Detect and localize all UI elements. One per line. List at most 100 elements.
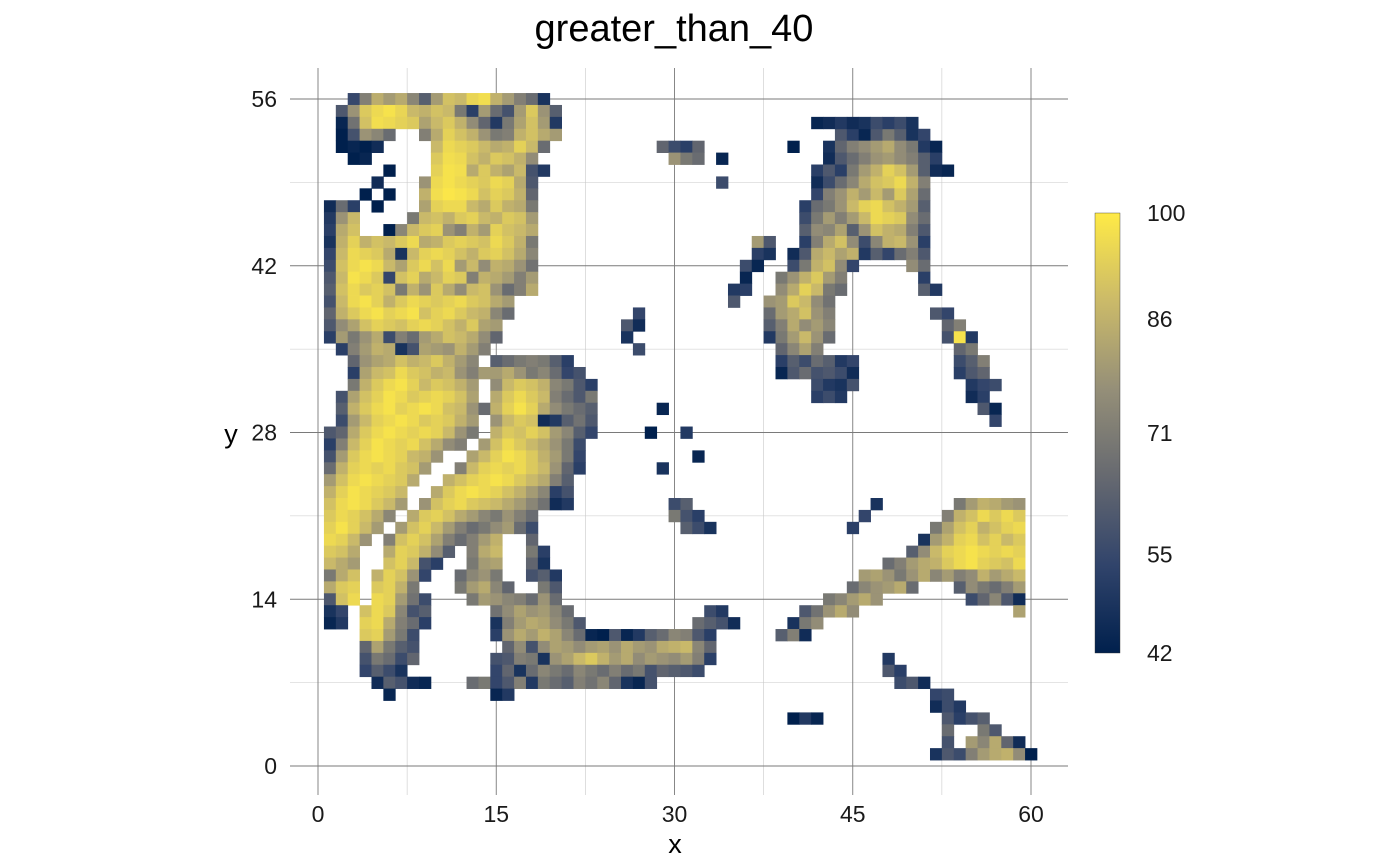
heatmap-cell	[407, 295, 420, 308]
heatmap-cell	[419, 93, 432, 106]
heatmap-cell	[525, 271, 539, 285]
heatmap-cell	[430, 164, 444, 177]
heatmap-cell	[335, 259, 349, 273]
heatmap-cell	[537, 557, 551, 570]
heatmap-cell	[502, 498, 515, 511]
heatmap-cell	[561, 355, 574, 368]
heatmap-cell	[668, 498, 681, 511]
heatmap-cell	[442, 93, 456, 106]
heatmap-cell	[490, 605, 503, 618]
heatmap-cell	[1013, 545, 1026, 558]
heatmap-cell	[478, 283, 491, 296]
heatmap-cell	[419, 378, 432, 392]
heatmap-cell	[846, 259, 860, 273]
heatmap-cell	[680, 640, 693, 654]
heatmap-cell	[561, 378, 574, 392]
heatmap-cell	[383, 557, 396, 570]
heatmap-cell	[573, 462, 586, 475]
heatmap-cell	[953, 545, 967, 558]
heatmap-cell	[763, 319, 776, 332]
heatmap-cell	[323, 474, 337, 487]
heatmap-cell	[799, 319, 812, 332]
heatmap-cell	[323, 307, 337, 320]
heatmap-cell	[823, 247, 836, 261]
heatmap-cell	[502, 652, 515, 666]
heatmap-cell	[965, 748, 978, 761]
heatmap-cell	[502, 617, 515, 630]
heatmap-cell	[419, 593, 432, 606]
heatmap-cell	[514, 414, 527, 427]
heatmap-cell	[419, 450, 432, 463]
heatmap-cell	[799, 224, 812, 237]
heatmap-cell	[490, 224, 503, 237]
heatmap-cell	[894, 224, 907, 237]
heatmap-cell	[407, 414, 420, 427]
heatmap-cell	[799, 247, 812, 261]
heatmap-cell	[407, 104, 420, 118]
colorbar-tick-label: 55	[1147, 541, 1173, 567]
heatmap-cell	[514, 128, 527, 142]
heatmap-cell	[953, 355, 967, 368]
heatmap-cell	[775, 629, 788, 642]
heatmap-cell	[442, 140, 456, 153]
heatmap-cell	[371, 295, 384, 308]
heatmap-cell	[335, 116, 349, 130]
heatmap-cell	[811, 355, 824, 368]
heatmap-cell	[858, 164, 871, 177]
heatmap-cell	[502, 509, 515, 523]
heatmap-cell	[846, 140, 860, 153]
heatmap-cell	[918, 176, 931, 189]
heatmap-cell	[514, 450, 527, 463]
heatmap-cell	[359, 498, 372, 511]
heatmap-cell	[561, 617, 574, 630]
heatmap-cell	[502, 355, 515, 368]
heatmap-cell	[347, 521, 360, 535]
heatmap-cell	[1001, 748, 1014, 761]
heatmap-cell	[502, 593, 515, 606]
heatmap-cell	[882, 188, 895, 201]
heatmap-cell	[454, 402, 467, 416]
heatmap-cell	[347, 390, 360, 404]
heatmap-cell	[585, 378, 598, 392]
heatmap-cell	[525, 652, 539, 666]
heatmap-cell	[419, 116, 432, 130]
heatmap-cell	[490, 593, 503, 606]
heatmap-cell	[549, 486, 562, 499]
heatmap-cell	[430, 509, 444, 523]
heatmap-cell	[965, 509, 978, 523]
heatmap-cell	[906, 247, 919, 261]
heatmap-cell	[383, 247, 396, 261]
heatmap-cell	[763, 247, 776, 261]
heatmap-cell	[870, 581, 883, 594]
heatmap-cell	[549, 629, 562, 642]
heatmap-cell	[834, 235, 848, 249]
heatmap-cell	[680, 152, 693, 165]
heatmap-cell	[585, 426, 598, 439]
heatmap-cell	[335, 140, 349, 153]
heatmap-cell	[335, 104, 349, 118]
heatmap-cell	[811, 164, 824, 177]
heatmap-cell	[442, 200, 456, 213]
heatmap-cell	[894, 200, 907, 213]
heatmap-cell	[466, 545, 479, 558]
heatmap-cell	[371, 438, 384, 451]
heatmap-cell	[490, 355, 503, 368]
heatmap-cell	[525, 509, 539, 523]
heatmap-cell	[549, 104, 562, 118]
heatmap-cell	[347, 343, 360, 356]
heatmap-cell	[323, 593, 337, 606]
heatmap-cell	[395, 104, 408, 118]
heatmap-cell	[371, 664, 384, 678]
heatmap-cell	[989, 521, 1002, 535]
heatmap-cell	[490, 521, 503, 535]
heatmap-cell	[347, 271, 360, 285]
heatmap-cell	[1001, 509, 1014, 523]
heatmap-cell	[395, 486, 408, 499]
heatmap-cell	[514, 652, 527, 666]
heatmap-cell	[787, 712, 800, 725]
heatmap-cell	[632, 676, 646, 689]
heatmap-cell	[799, 331, 812, 344]
heatmap-cell	[490, 688, 503, 701]
heatmap-cell	[371, 307, 384, 320]
heatmap-cell	[395, 521, 408, 535]
